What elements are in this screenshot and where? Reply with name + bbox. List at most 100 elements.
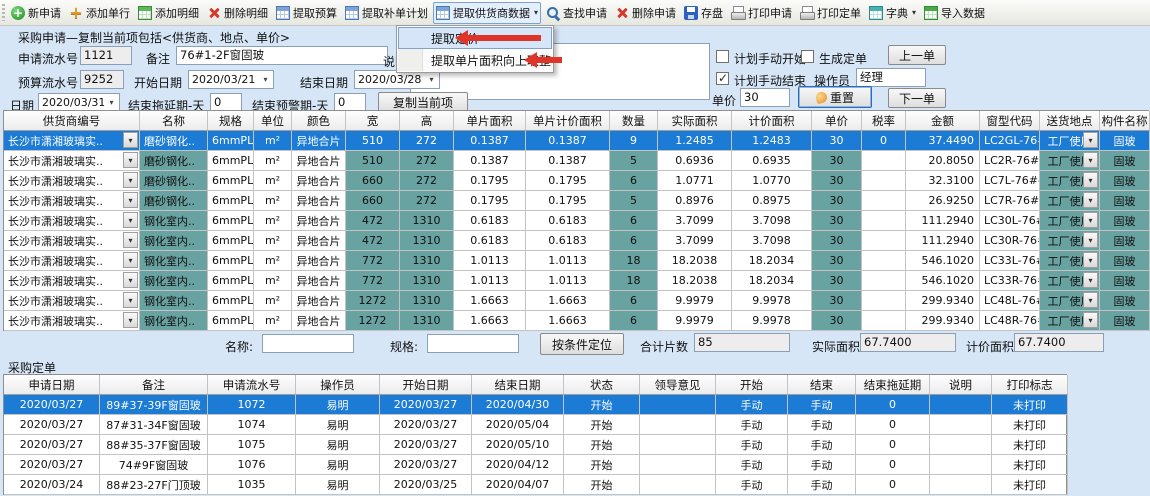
column-header[interactable]: 单片计价面积 bbox=[526, 111, 610, 131]
cell[interactable]: 5 bbox=[610, 191, 658, 211]
table-row[interactable]: 2020/03/27 87#31-34F窗固玻 1074 易明 2020/03/27 20… bbox=[4, 415, 1068, 435]
cell[interactable]: 固玻 bbox=[1100, 211, 1150, 231]
cell[interactable]: LC48R-76#.. bbox=[980, 311, 1040, 331]
cell[interactable]: 26.9250 bbox=[906, 191, 980, 211]
cell[interactable]: 6mmPLE.. bbox=[208, 311, 254, 331]
column-header[interactable]: 说明 bbox=[930, 375, 992, 395]
cell[interactable]: 6mmPLE.. bbox=[208, 191, 254, 211]
cell[interactable]: 6 bbox=[610, 311, 658, 331]
cell[interactable]: 工厂使用 ▾ bbox=[1040, 231, 1100, 251]
chevron-down-icon[interactable]: ▾ bbox=[263, 75, 268, 84]
cell[interactable]: 3.7099 bbox=[658, 211, 732, 231]
column-header[interactable]: 供货商编号 bbox=[4, 111, 140, 131]
column-header[interactable]: 规格 bbox=[208, 111, 254, 131]
cell[interactable]: 1.0113 bbox=[526, 251, 610, 271]
cell[interactable]: 固玻 bbox=[1100, 311, 1150, 331]
cell[interactable] bbox=[930, 395, 992, 415]
cell[interactable]: 开始 bbox=[564, 435, 640, 455]
cell[interactable]: 88#35-37F窗固玻 bbox=[100, 435, 208, 455]
cell[interactable]: 手动 bbox=[716, 475, 788, 495]
cell[interactable]: 0.1387 bbox=[526, 151, 610, 171]
cell[interactable] bbox=[862, 271, 906, 291]
cell[interactable]: 1.2483 bbox=[732, 131, 812, 151]
cell[interactable]: 0 bbox=[856, 435, 930, 455]
cell[interactable]: 272 bbox=[400, 191, 454, 211]
column-header[interactable]: 打印标志 bbox=[992, 375, 1068, 395]
cell[interactable]: 0.1387 bbox=[454, 151, 526, 171]
operator-field[interactable]: 经理 bbox=[856, 68, 926, 87]
cell[interactable]: 9 bbox=[610, 131, 658, 151]
cell[interactable]: 111.2940 bbox=[906, 231, 980, 251]
cell[interactable] bbox=[930, 435, 992, 455]
cell[interactable]: 30 bbox=[812, 291, 862, 311]
cell[interactable]: 未打印 bbox=[992, 475, 1068, 495]
column-header[interactable]: 税率 bbox=[862, 111, 906, 131]
cell[interactable]: 30 bbox=[812, 191, 862, 211]
cell[interactable]: 272 bbox=[400, 131, 454, 151]
start-date-combo[interactable]: 2020/03/21 ▾ bbox=[188, 70, 274, 89]
cell[interactable]: 472 bbox=[346, 231, 400, 251]
cell[interactable]: 0 bbox=[856, 455, 930, 475]
cell[interactable]: 工厂使用 ▾ bbox=[1040, 131, 1100, 151]
cell[interactable]: 长沙市潇湘玻璃实.. ▾ bbox=[4, 171, 140, 191]
cell[interactable]: 3.7098 bbox=[732, 211, 812, 231]
cell[interactable]: 9.9978 bbox=[732, 311, 812, 331]
cell[interactable]: 89#37-39F窗固玻 bbox=[100, 395, 208, 415]
column-header[interactable]: 数量 bbox=[610, 111, 658, 131]
toolbar-button-save[interactable]: 存盘 bbox=[681, 2, 726, 24]
cell[interactable]: 772 bbox=[346, 251, 400, 271]
column-header[interactable]: 结束拖延期 bbox=[856, 375, 930, 395]
column-header[interactable]: 单价 bbox=[812, 111, 862, 131]
plan-manual-start-checkbox[interactable] bbox=[716, 50, 729, 63]
cell[interactable]: 1.0113 bbox=[526, 271, 610, 291]
cell[interactable]: 异地合片 bbox=[292, 211, 346, 231]
cell[interactable]: 6 bbox=[610, 211, 658, 231]
cell[interactable] bbox=[930, 455, 992, 475]
cell[interactable]: m² bbox=[254, 271, 292, 291]
combo-arrow-icon[interactable]: ▾ bbox=[123, 152, 138, 168]
cell[interactable]: 钢化室内.. bbox=[140, 231, 208, 251]
cell[interactable]: 0.1795 bbox=[454, 191, 526, 211]
cell[interactable]: 1310 bbox=[400, 311, 454, 331]
cell[interactable]: 钢化室内.. bbox=[140, 311, 208, 331]
budget-serial-field[interactable]: 9252 bbox=[80, 70, 124, 89]
combo-arrow-icon[interactable]: ▾ bbox=[123, 252, 138, 268]
cell[interactable]: 272 bbox=[400, 171, 454, 191]
column-header[interactable]: 开始 bbox=[716, 375, 788, 395]
chevron-down-icon[interactable]: ▾ bbox=[109, 98, 114, 107]
cell[interactable]: 长沙市潇湘玻璃实.. ▾ bbox=[4, 231, 140, 251]
cell[interactable]: 异地合片 bbox=[292, 151, 346, 171]
cell[interactable]: 2020/03/27 bbox=[4, 395, 100, 415]
cell[interactable]: 546.1020 bbox=[906, 271, 980, 291]
cell[interactable]: 6mmPLE.. bbox=[208, 171, 254, 191]
column-header[interactable]: 申请流水号 bbox=[208, 375, 296, 395]
column-header[interactable]: 高 bbox=[400, 111, 454, 131]
cell[interactable]: 长沙市潇湘玻璃实.. ▾ bbox=[4, 151, 140, 171]
cell[interactable] bbox=[862, 151, 906, 171]
cell[interactable]: 异地合片 bbox=[292, 171, 346, 191]
cell[interactable]: 固玻 bbox=[1100, 231, 1150, 251]
remark-field[interactable]: 76#1-2F窗固玻 bbox=[176, 46, 388, 65]
cell[interactable]: 1310 bbox=[400, 251, 454, 271]
cell[interactable]: 1072 bbox=[208, 395, 296, 415]
cell[interactable]: 9.9979 bbox=[658, 311, 732, 331]
cell[interactable]: m² bbox=[254, 291, 292, 311]
cell[interactable]: 6 bbox=[610, 291, 658, 311]
cell[interactable]: 2020/03/27 bbox=[4, 455, 100, 475]
cell[interactable]: 手动 bbox=[716, 415, 788, 435]
cell[interactable]: 长沙市潇湘玻璃实.. ▾ bbox=[4, 271, 140, 291]
combo-arrow-icon[interactable]: ▾ bbox=[1083, 252, 1098, 268]
cell[interactable]: 工厂使用 ▾ bbox=[1040, 151, 1100, 171]
cell[interactable]: LC30L-76#.. bbox=[980, 211, 1040, 231]
toolbar-button-new-request[interactable]: 新申请 bbox=[8, 2, 64, 24]
cell[interactable]: 18.2038 bbox=[658, 271, 732, 291]
toolbar-button-delete-detail[interactable]: 删除明细 bbox=[204, 2, 271, 24]
cell[interactable]: 2020/05/10 bbox=[472, 435, 564, 455]
cell[interactable]: 3.7099 bbox=[658, 231, 732, 251]
cell[interactable]: 2020/03/27 bbox=[380, 435, 472, 455]
combo-arrow-icon[interactable]: ▾ bbox=[1083, 192, 1098, 208]
cell[interactable]: 钢化室内.. bbox=[140, 271, 208, 291]
cell[interactable]: 2020/03/27 bbox=[380, 415, 472, 435]
cell[interactable]: 长沙市潇湘玻璃实.. ▾ bbox=[4, 291, 140, 311]
cell[interactable]: 手动 bbox=[716, 395, 788, 415]
